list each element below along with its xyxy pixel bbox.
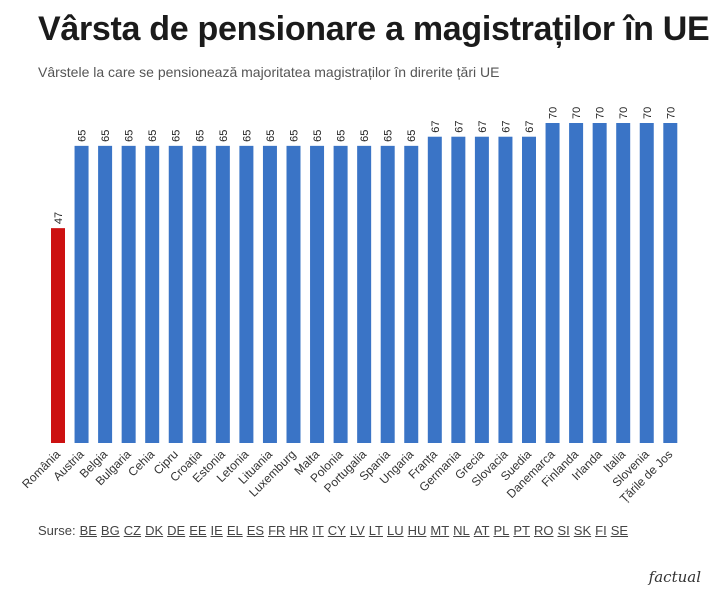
bar-21 (545, 123, 560, 443)
source-link-lu[interactable]: LU (386, 523, 404, 538)
source-link-hr[interactable]: HR (289, 523, 309, 538)
source-link-cy[interactable]: CY (327, 523, 346, 538)
source-link-pl[interactable]: PL (493, 523, 510, 538)
chart-title: Vârsta de pensionare a magistraților în … (38, 10, 710, 48)
bar-22 (569, 123, 584, 443)
bar-10 (286, 145, 301, 443)
value-label-26: 70 (665, 107, 677, 119)
bar-7 (215, 145, 230, 443)
value-label-0: 47 (53, 212, 65, 224)
value-label-24: 70 (618, 107, 630, 119)
source-link-be[interactable]: BE (79, 523, 97, 538)
source-link-es[interactable]: ES (246, 523, 265, 538)
source-link-lv[interactable]: LV (349, 523, 365, 538)
source-link-at[interactable]: AT (473, 523, 490, 538)
source-link-it[interactable]: IT (312, 523, 324, 538)
bar-0 (51, 228, 65, 443)
source-link-hu[interactable]: HU (407, 523, 427, 538)
chart-subtitle: Vârstele la care se pensionează majorita… (38, 64, 500, 80)
value-label-12: 65 (336, 130, 348, 142)
value-label-1: 65 (77, 130, 89, 142)
bar-13 (357, 145, 372, 443)
bar-26 (663, 123, 678, 443)
value-label-8: 65 (241, 130, 253, 142)
value-label-7: 65 (218, 130, 230, 142)
category-label-4: Cehia (125, 447, 157, 479)
bar-17 (451, 136, 466, 443)
bar-23 (592, 123, 607, 443)
source-link-ro[interactable]: RO (533, 523, 554, 538)
bar-chart: 47România65Austria65Belgia65Bulgaria65Ce… (19, 107, 678, 506)
bar-25 (639, 123, 654, 443)
sources-list: BE BG CZ DK DE EE IE EL ES FR HR IT CY LV LT LU HU MT NL AT… (80, 523, 632, 538)
value-label-11: 65 (312, 130, 324, 142)
source-link-nl[interactable]: NL (453, 523, 470, 538)
value-label-9: 65 (265, 130, 277, 142)
source-link-de[interactable]: DE (167, 523, 186, 538)
value-label-5: 65 (171, 130, 183, 142)
bar-8 (239, 145, 254, 443)
source-link-sk[interactable]: SK (573, 523, 592, 538)
source-link-dk[interactable]: DK (145, 523, 164, 538)
bar-24 (616, 123, 631, 443)
bar-9 (262, 145, 277, 443)
bar-18 (474, 136, 489, 443)
source-link-fr[interactable]: FR (268, 523, 286, 538)
value-label-3: 65 (124, 130, 136, 142)
source-link-fi[interactable]: FI (595, 523, 607, 538)
sources-line: Surse: BE BG CZ DK DE EE IE EL ES FR HR IT CY LV LT LU HU… (38, 523, 632, 538)
value-label-2: 65 (100, 130, 112, 142)
value-label-20: 67 (524, 120, 536, 132)
source-link-pt[interactable]: PT (513, 523, 530, 538)
source-link-lt[interactable]: LT (368, 523, 383, 538)
bar-19 (498, 136, 513, 443)
source-link-ee[interactable]: EE (189, 523, 207, 538)
bar-6 (192, 145, 207, 443)
value-label-10: 65 (289, 130, 301, 142)
value-label-15: 65 (406, 130, 418, 142)
bar-16 (427, 136, 442, 443)
bar-15 (404, 145, 419, 443)
source-link-cz[interactable]: CZ (123, 523, 142, 538)
value-label-23: 70 (595, 107, 607, 119)
value-label-25: 70 (642, 107, 654, 119)
bar-4 (145, 145, 160, 443)
source-link-el[interactable]: EL (226, 523, 243, 538)
value-label-6: 65 (194, 130, 206, 142)
bar-1 (74, 145, 89, 443)
bar-14 (380, 145, 395, 443)
value-label-18: 67 (477, 120, 489, 132)
source-link-se[interactable]: SE (610, 523, 629, 538)
value-label-16: 67 (430, 120, 442, 132)
source-link-bg[interactable]: BG (100, 523, 120, 538)
value-label-22: 70 (571, 107, 583, 119)
value-label-13: 65 (359, 130, 371, 142)
value-label-19: 67 (500, 120, 512, 132)
source-link-ie[interactable]: IE (210, 523, 223, 538)
value-label-14: 65 (383, 130, 395, 142)
source-link-mt[interactable]: MT (430, 523, 450, 538)
value-label-17: 67 (453, 120, 465, 132)
value-label-4: 65 (147, 130, 159, 142)
value-label-21: 70 (548, 107, 560, 119)
bar-20 (522, 136, 536, 443)
factual-logo: factual (648, 568, 701, 586)
bar-12 (333, 145, 348, 443)
bar-3 (121, 145, 136, 443)
sources-prefix: Surse: (38, 523, 76, 538)
bar-2 (98, 145, 113, 443)
bar-11 (310, 145, 325, 443)
source-link-si[interactable]: SI (557, 523, 570, 538)
bar-5 (168, 145, 183, 443)
